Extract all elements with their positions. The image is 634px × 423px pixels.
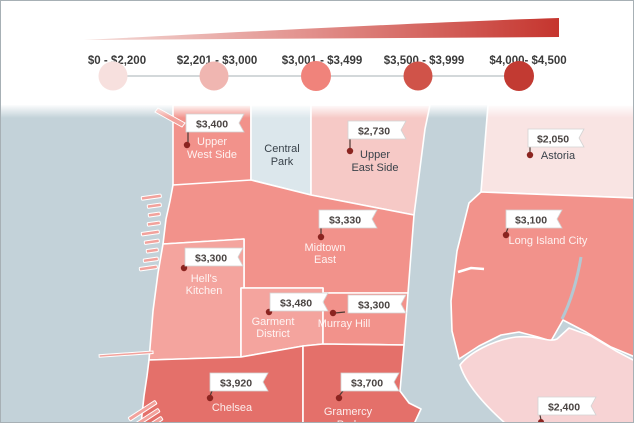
svg-text:$2,050: $2,050 <box>537 134 569 146</box>
price-flag-midtown-east: $3,330 <box>317 209 378 241</box>
label-garment-district-2: District <box>256 328 290 340</box>
legend-label-2: $2,201 - $3,000 <box>177 55 258 67</box>
label-gramercy-park: Gramercy <box>324 406 373 418</box>
label-midtown-east-2: East <box>314 254 336 266</box>
legend-label-5: $4,000- $4,500 <box>489 55 566 67</box>
price-flag-chelsea: $3,920 <box>206 372 269 402</box>
label-astoria: Astoria <box>541 150 576 162</box>
price-flags: $3,400 $2,730 $2,050 $3,330 <box>180 113 597 422</box>
svg-text:$3,400: $3,400 <box>196 119 228 131</box>
lic-inlet-line <box>457 266 485 274</box>
region-astoria[interactable] <box>480 105 634 199</box>
label-long-island-city: Long Island City <box>509 235 588 247</box>
price-flag-murray-hill: $3,300 <box>329 294 407 317</box>
label-chelsea: Chelsea <box>212 402 253 414</box>
label-upper-west-side: Upper <box>197 136 227 148</box>
svg-text:$3,100: $3,100 <box>515 215 547 227</box>
legend-label-3: $3,001 - $3,499 <box>282 55 363 67</box>
label-midtown-east: Midtown <box>305 242 346 254</box>
legend-swatch-2 <box>199 61 229 91</box>
label-garment-district: Garment <box>252 316 295 328</box>
long-pier <box>98 350 154 358</box>
legend-swatch-1 <box>98 61 128 91</box>
region-labels: Upper West Side Central Park Upper East … <box>186 136 588 423</box>
label-central-park: Central <box>264 143 299 155</box>
creek <box>560 256 583 320</box>
price-flag-hells-kitchen: $3,300 <box>180 247 244 272</box>
price-flag-gramercy-park: $3,700 <box>335 372 400 402</box>
label-upper-east-side: Upper <box>360 149 390 161</box>
chelsea-piers <box>127 400 164 422</box>
region-long-island-city[interactable] <box>450 191 634 360</box>
svg-text:$3,920: $3,920 <box>220 378 252 390</box>
label-gramercy-park-2: Park <box>337 419 360 423</box>
price-flag-astoria: $2,050 <box>526 128 585 159</box>
midtown-piers <box>138 193 162 272</box>
svg-text:$2,730: $2,730 <box>358 126 390 138</box>
legend-gradient-wedge <box>84 18 559 40</box>
svg-text:$3,300: $3,300 <box>195 253 227 265</box>
neighborhood-map: Upper West Side Central Park Upper East … <box>1 105 634 423</box>
price-flag-upper-east-side: $2,730 <box>346 120 407 155</box>
legend-label-4: $3,500 - $3,999 <box>384 55 465 67</box>
price-flag-upper-west-side: $3,400 <box>183 113 245 149</box>
price-flag-southeast-area: $2,400 <box>537 396 597 422</box>
legend-swatch-3 <box>301 61 331 91</box>
label-hells-kitchen-2: Kitchen <box>186 285 223 297</box>
legend-swatch-4 <box>403 61 433 91</box>
svg-text:$3,300: $3,300 <box>358 300 390 312</box>
map-top-fade <box>1 105 633 118</box>
price-flag-garment-district: $3,480 <box>265 292 329 316</box>
legend-swatch-5 <box>504 61 534 91</box>
label-upper-west-side-2: West Side <box>187 149 237 161</box>
price-flag-long-island-city: $3,100 <box>502 209 563 239</box>
label-upper-east-side-2: East Side <box>351 162 398 174</box>
label-hells-kitchen: Hell's <box>191 273 218 285</box>
svg-text:$2,400: $2,400 <box>548 402 580 414</box>
svg-text:$3,700: $3,700 <box>351 378 383 390</box>
legend-label-1: $0 - $2,200 <box>88 55 146 67</box>
label-central-park-2: Park <box>271 156 294 168</box>
svg-text:$3,330: $3,330 <box>329 215 361 227</box>
svg-text:$3,480: $3,480 <box>280 298 312 310</box>
legend: $0 - $2,200 $2,201 - $3,000 $3,001 - $3,… <box>84 18 567 91</box>
label-murray-hill: Murray Hill <box>318 318 371 330</box>
